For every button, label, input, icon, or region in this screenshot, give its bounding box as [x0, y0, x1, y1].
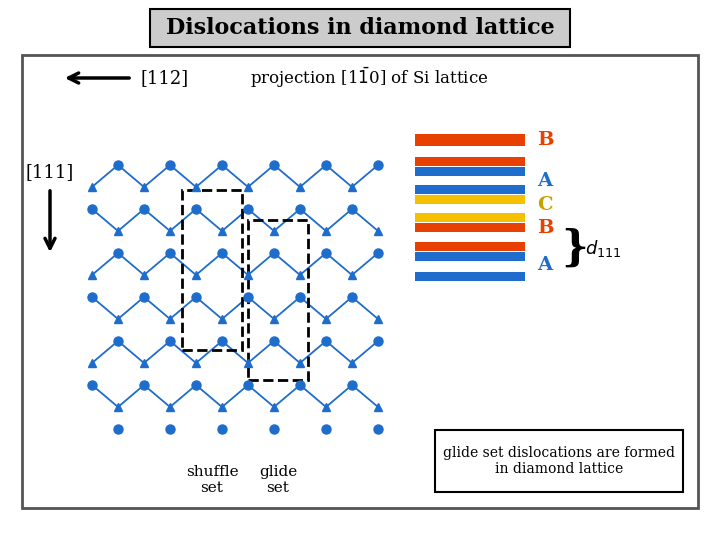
Text: $d_{111}$: $d_{111}$	[585, 238, 621, 259]
Text: glide
set: glide set	[259, 465, 297, 495]
Text: A: A	[537, 256, 552, 274]
Text: B: B	[537, 219, 554, 237]
Bar	[182, 190, 242, 350]
Text: [111]: [111]	[26, 163, 74, 181]
Text: glide set dislocations are formed
in diamond lattice: glide set dislocations are formed in dia…	[443, 446, 675, 476]
Text: [112]: [112]	[140, 69, 188, 87]
Text: shuffle
set: shuffle set	[186, 465, 238, 495]
Bar	[415, 195, 525, 204]
Bar	[415, 185, 525, 194]
Bar	[415, 167, 525, 176]
Text: B: B	[537, 131, 554, 149]
Bar	[435, 430, 683, 492]
Bar	[415, 223, 525, 232]
Bar	[415, 242, 525, 251]
Bar	[415, 213, 525, 222]
Bar	[248, 220, 308, 380]
FancyBboxPatch shape	[22, 55, 698, 508]
Text: A: A	[537, 172, 552, 190]
FancyBboxPatch shape	[150, 9, 570, 47]
Bar	[415, 157, 525, 166]
Text: Dislocations in diamond lattice: Dislocations in diamond lattice	[166, 17, 554, 39]
Bar	[415, 272, 525, 281]
Text: C: C	[537, 196, 553, 214]
Text: }: }	[561, 227, 588, 269]
Text: projection [1$\bar{1}$0] of Si lattice: projection [1$\bar{1}$0] of Si lattice	[250, 66, 489, 90]
Bar	[415, 252, 525, 261]
Bar	[415, 134, 525, 146]
